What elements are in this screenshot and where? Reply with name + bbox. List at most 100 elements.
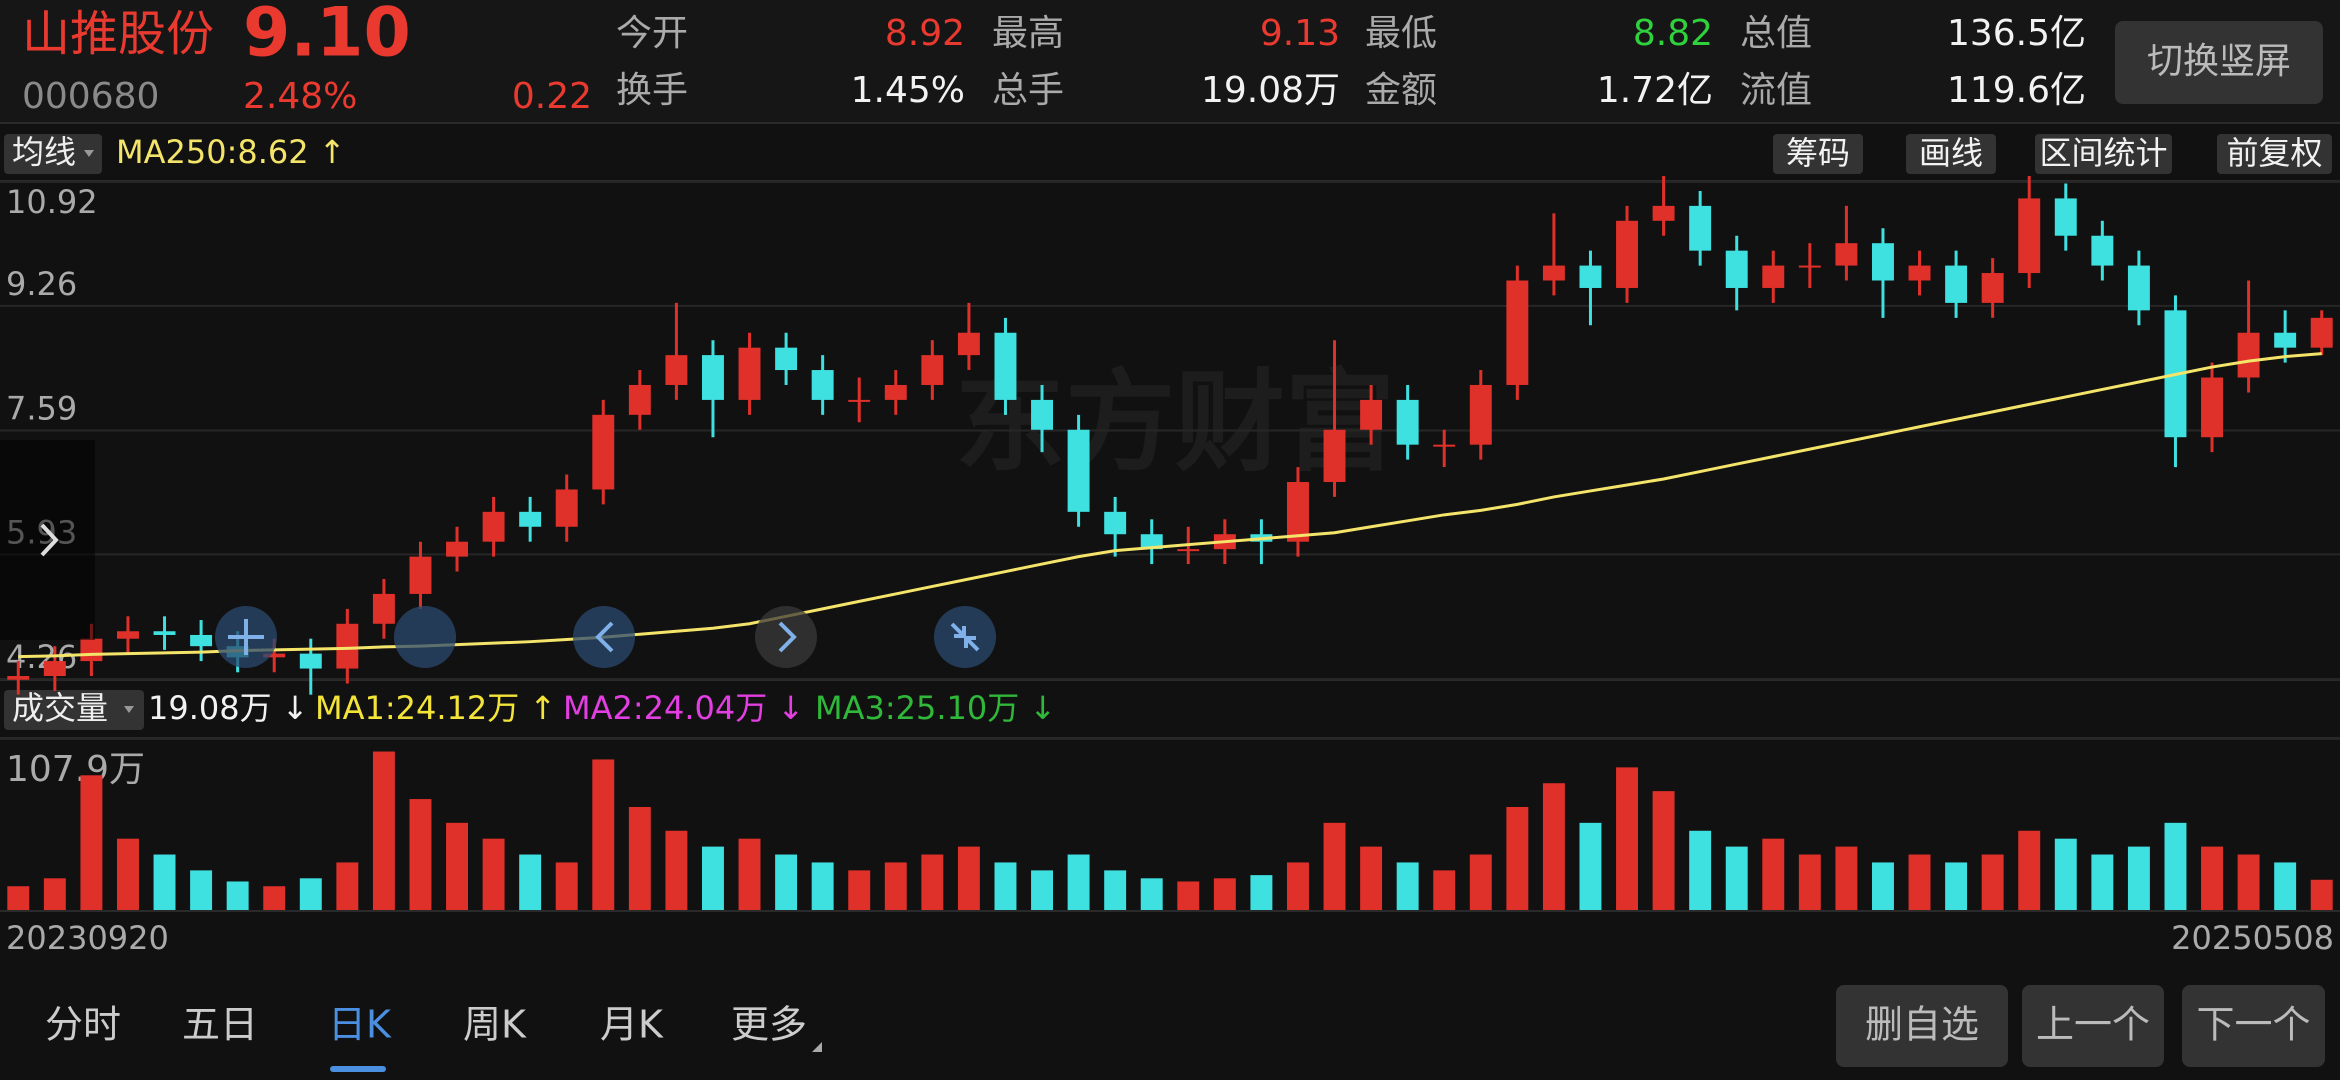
y-tick-label: 9.26 bbox=[6, 265, 77, 303]
side-arrow bbox=[40, 523, 59, 557]
action-button[interactable] bbox=[1836, 985, 2008, 1067]
volume-bar bbox=[1250, 875, 1273, 910]
volume-bar bbox=[482, 838, 505, 910]
header-band bbox=[0, 0, 2340, 122]
dropdown-caret bbox=[124, 706, 134, 713]
volume-bar bbox=[1579, 822, 1602, 910]
tool-button[interactable] bbox=[1773, 134, 1863, 174]
quote-label: 今开 bbox=[616, 13, 688, 54]
tool-button-label[interactable]: 区间统计 bbox=[2039, 134, 2167, 172]
candle-body bbox=[153, 631, 176, 635]
nav-button[interactable] bbox=[394, 606, 456, 668]
more-caret bbox=[812, 1042, 822, 1052]
nav-icon bbox=[595, 621, 614, 653]
volume-bar bbox=[1360, 846, 1383, 910]
candle-body bbox=[2237, 332, 2260, 378]
volume-select[interactable] bbox=[4, 690, 144, 730]
x-date-label: 20250508 bbox=[2171, 919, 2334, 957]
tab[interactable]: 分时 bbox=[45, 1003, 121, 1047]
volume-bar bbox=[2274, 862, 2297, 910]
stock-name: 山推股份 bbox=[22, 6, 214, 62]
candle-body bbox=[2054, 198, 2077, 236]
tool-button[interactable] bbox=[1906, 134, 1996, 174]
candle-body bbox=[117, 631, 139, 639]
volume-bar bbox=[2237, 854, 2260, 910]
quote-value: 136.5亿 bbox=[1947, 13, 2086, 54]
volume-bar bbox=[336, 862, 359, 910]
nav-button[interactable] bbox=[573, 606, 635, 668]
tab[interactable]: 五日 bbox=[182, 1003, 258, 1047]
candle-body bbox=[957, 332, 980, 356]
action-button-label[interactable]: 上一个 bbox=[2036, 1003, 2150, 1047]
orientation-button[interactable] bbox=[2115, 21, 2323, 104]
candle-body bbox=[1981, 273, 2004, 303]
volume-bar bbox=[1835, 846, 1858, 910]
volume-bar bbox=[921, 854, 944, 910]
tool-button[interactable] bbox=[2035, 134, 2172, 174]
watermark: 东方财富 bbox=[955, 358, 1395, 486]
volume-tick-label: 107.9万 bbox=[6, 749, 145, 790]
x-date-label: 20230920 bbox=[6, 919, 169, 957]
y-tick-label: 10.92 bbox=[6, 183, 98, 221]
candle-body bbox=[2274, 332, 2297, 348]
tool-button-label[interactable]: 筹码 bbox=[1786, 134, 1850, 172]
orientation-button-label[interactable]: 切换竖屏 bbox=[2147, 41, 2291, 82]
volume-bar bbox=[2164, 822, 2187, 910]
side-handle[interactable] bbox=[0, 440, 95, 640]
volume-bar bbox=[1177, 881, 1200, 910]
quote-label: 总值 bbox=[1740, 13, 1812, 54]
volume-bar bbox=[665, 830, 688, 910]
candle-body bbox=[2091, 235, 2114, 266]
tab[interactable]: 周K bbox=[463, 1003, 527, 1047]
indicator-select[interactable] bbox=[4, 134, 102, 174]
y-tick-label: 7.59 bbox=[6, 390, 77, 428]
tab[interactable]: 月K bbox=[600, 1003, 664, 1047]
tool-button-label[interactable]: 画线 bbox=[1919, 134, 1983, 172]
tab[interactable]: 更多 bbox=[731, 1003, 807, 1047]
tool-button[interactable] bbox=[2217, 134, 2332, 174]
volume-bar bbox=[775, 854, 798, 910]
volume-bar bbox=[1287, 862, 1309, 910]
action-button-label[interactable]: 删自选 bbox=[1865, 1003, 1979, 1047]
volume-bar bbox=[702, 846, 724, 910]
quote-label: 最高 bbox=[992, 13, 1064, 54]
candle-body bbox=[1908, 265, 1931, 281]
volume-bar bbox=[1616, 767, 1638, 910]
action-button[interactable] bbox=[2022, 985, 2164, 1067]
volume-bar bbox=[2310, 879, 2333, 910]
volume-bar bbox=[1872, 862, 1894, 910]
tool-button-label[interactable]: 前复权 bbox=[2226, 134, 2322, 172]
quote-value: 8.82 bbox=[1633, 13, 1713, 54]
candle-body bbox=[1323, 429, 1346, 482]
volume-ma-label: MA2:24.04万 ↓ bbox=[563, 689, 804, 727]
tab[interactable]: 日K bbox=[328, 1003, 392, 1047]
nav-button[interactable] bbox=[755, 606, 817, 668]
volume-bar bbox=[2091, 854, 2114, 910]
tab-underline bbox=[330, 1066, 386, 1072]
volume-bar bbox=[263, 886, 286, 910]
action-button[interactable] bbox=[2182, 985, 2325, 1067]
candle-body bbox=[1433, 444, 1456, 447]
volume-bar bbox=[1981, 854, 2004, 910]
volume-bar bbox=[446, 822, 468, 910]
candle-body bbox=[299, 653, 322, 669]
candle-body bbox=[263, 653, 286, 658]
candle-body bbox=[628, 384, 651, 415]
candle-body bbox=[446, 541, 468, 557]
candle-body bbox=[1287, 481, 1309, 542]
candle-body bbox=[848, 399, 871, 402]
candle-body bbox=[738, 347, 761, 400]
candle-body bbox=[2201, 377, 2223, 438]
volume-bar bbox=[1469, 854, 1492, 910]
indicator-label[interactable]: 均线 bbox=[12, 133, 76, 171]
volume-bar bbox=[226, 881, 249, 910]
volume-title[interactable]: 成交量 bbox=[12, 689, 108, 727]
volume-bar bbox=[1725, 846, 1748, 910]
volume-ma-label: MA1:24.12万 ↑ bbox=[315, 689, 556, 727]
candle-body bbox=[2018, 198, 2041, 274]
action-button-label[interactable]: 下一个 bbox=[2196, 1003, 2310, 1047]
volume-bar bbox=[848, 870, 871, 910]
candle-body bbox=[1872, 243, 1894, 281]
candle-body bbox=[482, 511, 505, 542]
candle-body bbox=[7, 676, 30, 680]
